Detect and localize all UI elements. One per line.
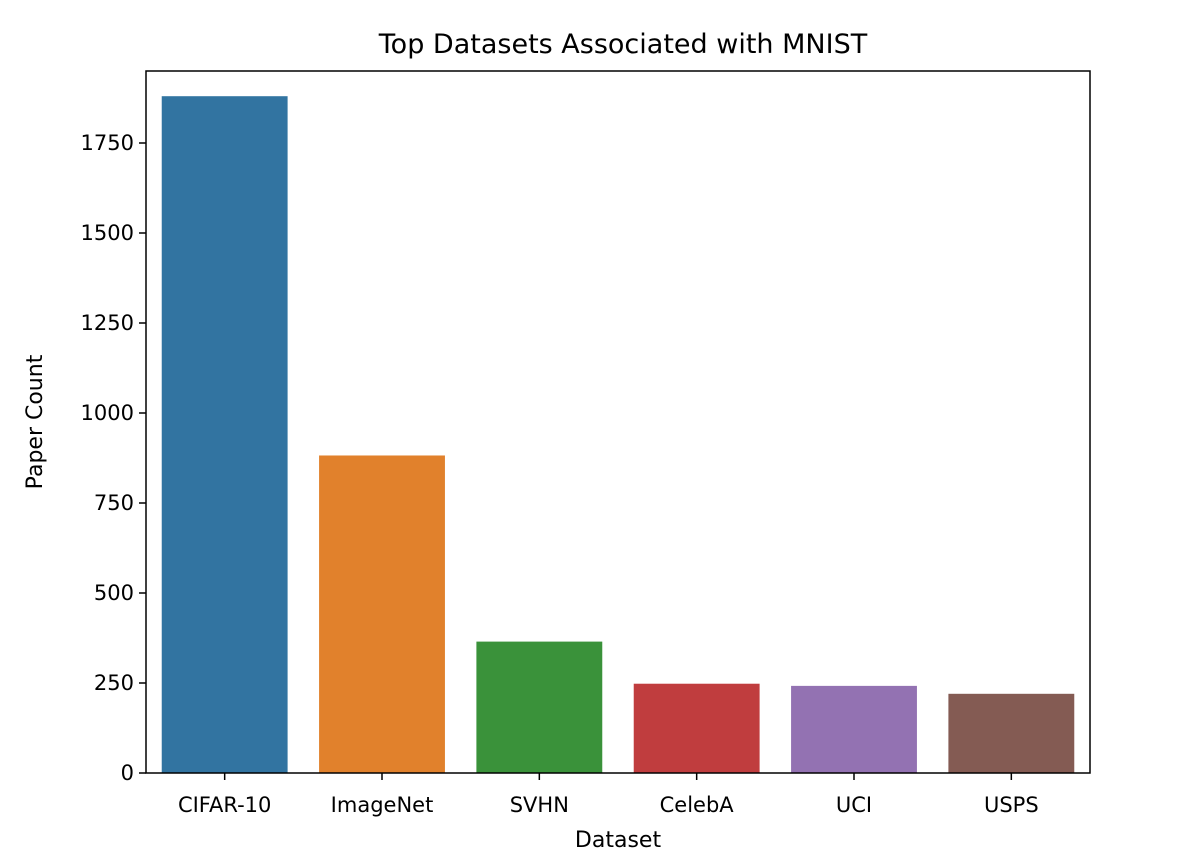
x-tick-label: SVHN — [510, 793, 569, 817]
x-tick-label: ImageNet — [331, 793, 434, 817]
bar-usps — [948, 693, 1075, 773]
y-tick-label: 750 — [94, 491, 134, 515]
x-tick-label: CelebA — [660, 793, 735, 817]
x-tick-label: USPS — [984, 793, 1039, 817]
x-axis: CIFAR-10 ImageNet SVHN CelebA UCI USPS — [178, 773, 1039, 817]
x-axis-label: Dataset — [575, 828, 662, 853]
bar-celeba — [633, 683, 760, 773]
y-tick-label: 1750 — [81, 131, 134, 155]
y-tick-label: 250 — [94, 671, 134, 695]
chart-title: Top Datasets Associated with MNIST — [378, 29, 868, 60]
y-axis: 0 250 500 750 1000 1250 1500 1750 — [81, 131, 146, 785]
y-tick-label: 1250 — [81, 311, 134, 335]
bar-imagenet — [319, 455, 445, 773]
y-tick-label: 0 — [121, 761, 134, 785]
bars-group — [161, 96, 1075, 773]
bar-svhn — [476, 641, 603, 773]
y-axis-label: Paper Count — [23, 354, 48, 489]
x-tick-label: CIFAR-10 — [178, 793, 271, 817]
y-tick-label: 500 — [94, 581, 134, 605]
plot-frame — [145, 70, 1091, 774]
x-tick-label: UCI — [836, 793, 872, 817]
y-tick-label: 1000 — [81, 401, 134, 425]
bar-uci — [791, 685, 917, 773]
y-tick-label: 1500 — [81, 221, 134, 245]
bar-cifar-10 — [161, 96, 288, 773]
